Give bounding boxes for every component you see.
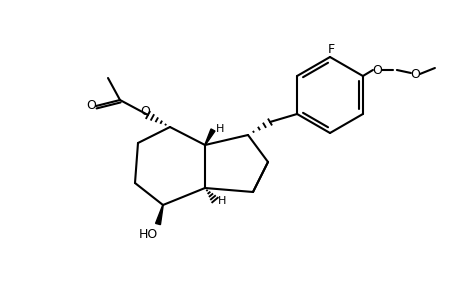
Text: F: F bbox=[327, 43, 334, 56]
Text: H: H bbox=[215, 124, 224, 134]
Text: O: O bbox=[86, 98, 96, 112]
Polygon shape bbox=[155, 205, 163, 225]
Text: O: O bbox=[371, 64, 381, 76]
Text: O: O bbox=[140, 104, 150, 118]
Polygon shape bbox=[204, 129, 214, 145]
Text: O: O bbox=[409, 68, 419, 80]
Text: H: H bbox=[218, 196, 226, 206]
Text: HO: HO bbox=[138, 227, 157, 241]
